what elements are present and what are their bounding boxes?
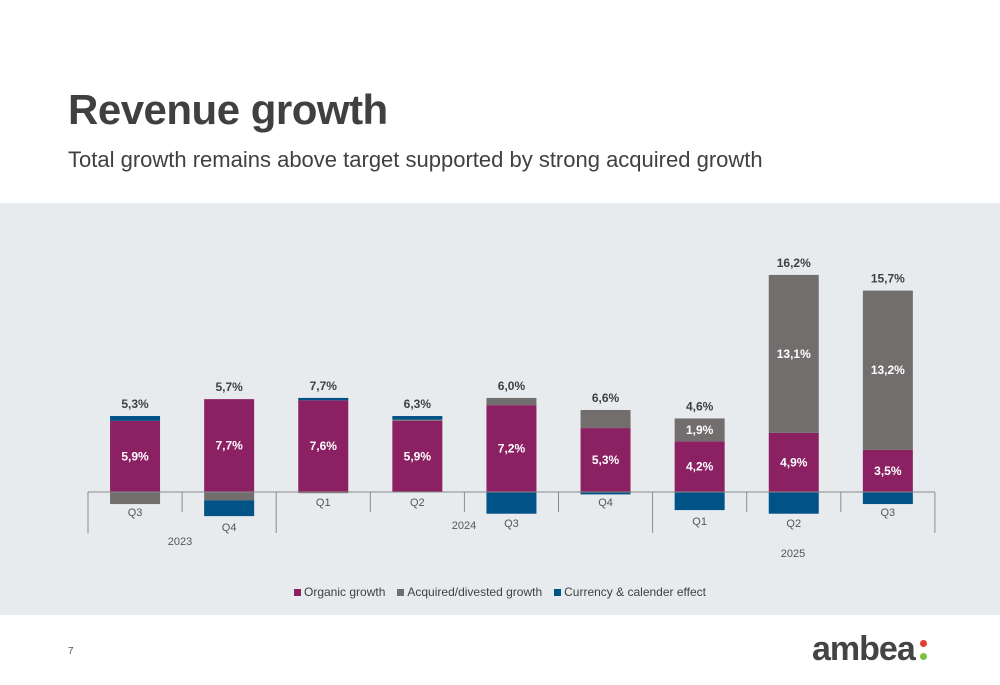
- bar-segment-currency: [674, 492, 725, 511]
- organic-label: 4,2%: [686, 460, 714, 474]
- bar-segment-organic: [580, 428, 631, 492]
- total-label: 4,6%: [686, 399, 714, 413]
- quarter-tick-label: Q3: [881, 507, 896, 519]
- bar-segment-organic: [204, 399, 255, 492]
- page-title: Revenue growth: [68, 86, 388, 133]
- bar-segment-acquired: [862, 290, 913, 450]
- total-label: 15,7%: [871, 272, 905, 286]
- bar-segment-currency: [392, 416, 443, 420]
- bar-segment-organic: [862, 449, 913, 492]
- bar-segment-currency: [110, 416, 161, 421]
- legend-label-organic: Organic growth: [304, 585, 386, 599]
- legend-label-acquired: Acquired/divested growth: [407, 585, 543, 599]
- acquired-label: 13,1%: [777, 347, 811, 361]
- quarter-tick-label: Q2: [786, 518, 801, 530]
- bar-segment-currency: [768, 492, 819, 514]
- organic-label: 5,3%: [592, 453, 620, 467]
- page-subtitle: Total growth remains above target suppor…: [68, 147, 763, 172]
- chart-legend: Organic growth Acquired/divested growth …: [0, 585, 1000, 599]
- bar-segment-currency: [204, 500, 255, 517]
- acquired-label: 1,9%: [686, 423, 714, 437]
- bar-segment-acquired: [392, 419, 443, 421]
- bar-segment-currency: [486, 492, 537, 514]
- legend-item-currency: Currency & calender effect: [554, 585, 706, 599]
- bar-segment-acquired: [580, 409, 631, 429]
- bar-segment-acquired: [110, 492, 161, 505]
- bar-segment-acquired: [204, 492, 255, 501]
- year-label: 2023: [168, 536, 192, 548]
- total-label: 5,7%: [215, 380, 243, 394]
- bar-segment-organic: [674, 441, 725, 492]
- year-label: 2024: [452, 520, 476, 532]
- quarter-tick-label: Q1: [316, 497, 331, 509]
- organic-label: 4,9%: [780, 455, 808, 469]
- legend-swatch-organic: [294, 588, 301, 596]
- acquired-label: 13,2%: [871, 363, 905, 377]
- bar-segment-currency: [580, 492, 631, 495]
- bar-segment-acquired: [486, 397, 537, 406]
- legend-item-organic: Organic growth: [294, 585, 385, 599]
- ambea-logo: ambea: [812, 630, 927, 669]
- quarter-tick-label: Q1: [692, 516, 707, 528]
- quarter-tick-label: Q2: [410, 497, 425, 509]
- bar-segment-acquired: [768, 274, 819, 433]
- organic-label: 5,9%: [121, 449, 149, 463]
- total-label: 6,6%: [592, 391, 620, 405]
- legend-swatch-currency: [554, 588, 562, 596]
- organic-label: 7,7%: [215, 439, 243, 453]
- organic-label: 7,2%: [498, 442, 526, 456]
- bar-segment-acquired: [674, 418, 725, 442]
- logo-colon-icon: [919, 639, 927, 660]
- organic-label: 3,5%: [874, 464, 902, 478]
- organic-label: 7,6%: [310, 439, 338, 453]
- quarter-tick-label: Q4: [598, 497, 613, 509]
- quarter-tick-label: Q4: [222, 522, 237, 534]
- total-label: 16,2%: [777, 256, 811, 270]
- bar-segment-currency: [862, 492, 913, 505]
- legend-label-currency: Currency & calender effect: [564, 585, 706, 599]
- total-label: 6,0%: [498, 379, 526, 393]
- bar-segment-organic: [110, 420, 161, 492]
- logo-text: ambea: [812, 630, 916, 668]
- total-label: 5,3%: [121, 397, 149, 411]
- year-label: 2025: [781, 548, 805, 560]
- quarter-tick-label: Q3: [504, 518, 519, 530]
- bar-segment-organic: [392, 420, 443, 492]
- bar-segment-organic: [768, 432, 819, 492]
- bar-segment-acquired: [298, 492, 349, 494]
- bar-segment-currency: [298, 397, 349, 401]
- total-label: 7,7%: [310, 379, 338, 393]
- organic-label: 5,9%: [404, 449, 432, 463]
- bar-segment-organic: [486, 405, 537, 492]
- page-number: 7: [68, 646, 74, 657]
- quarter-tick-label: Q3: [128, 507, 143, 519]
- total-label: 6,3%: [404, 397, 432, 411]
- bar-segment-organic: [298, 400, 349, 492]
- legend-item-acquired: Acquired/divested growth: [397, 585, 542, 599]
- legend-swatch-acquired: [397, 588, 405, 596]
